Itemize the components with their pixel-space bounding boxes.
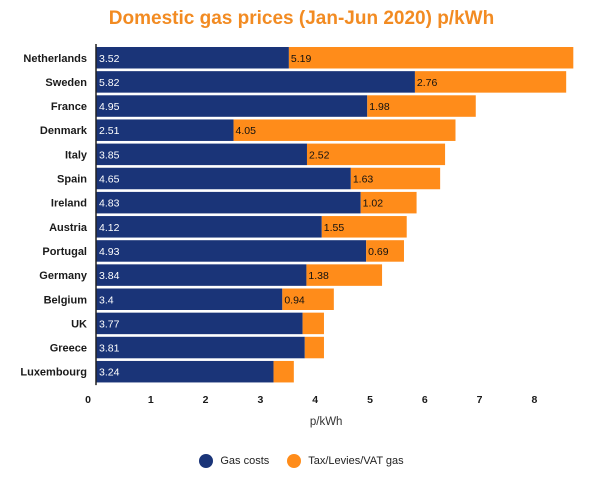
- legend-item-tax[interactable]: Tax/Levies/VAT gas: [287, 454, 404, 468]
- label-gas-austria: 4.12: [99, 222, 120, 234]
- bar-tax-italy: [306, 143, 446, 166]
- bar-gas-italy: [96, 143, 307, 166]
- bar-tax-germany: [306, 264, 383, 286]
- x-tick-0: 0: [85, 394, 91, 406]
- bar-gas-uk: [96, 312, 303, 335]
- category-label-portugal: Portugal: [42, 246, 87, 258]
- category-label-sweden: Sweden: [45, 77, 87, 89]
- label-tax-belgium: 0.94: [284, 294, 305, 306]
- category-label-germany: Germany: [39, 270, 88, 282]
- bar-tax-luxembourg: [273, 360, 294, 383]
- label-gas-greece: 3.81: [99, 343, 120, 355]
- bar-tax-sweden: [414, 71, 567, 93]
- bar-gas-greece: [96, 336, 305, 359]
- bar-tax-greece: [304, 336, 324, 359]
- label-gas-portugal: 4.93: [99, 246, 120, 258]
- bar-tax-denmark: [233, 119, 456, 141]
- bar-gas-spain: [96, 167, 351, 190]
- category-label-austria: Austria: [49, 222, 88, 234]
- label-tax-italy: 2.52: [309, 149, 330, 161]
- x-tick-6: 6: [422, 394, 428, 406]
- label-gas-netherlands: 3.52: [99, 53, 120, 65]
- x-tick-1: 1: [148, 394, 154, 406]
- label-gas-italy: 3.85: [99, 149, 120, 161]
- x-axis-title: p/kWh: [310, 416, 343, 428]
- x-tick-3: 3: [257, 394, 263, 406]
- label-tax-ireland: 1.02: [363, 198, 384, 210]
- label-gas-denmark: 2.51: [99, 125, 120, 137]
- x-tick-2: 2: [203, 394, 209, 406]
- category-label-ireland: Ireland: [51, 198, 87, 210]
- legend-label-tax: Tax/Levies/VAT gas: [308, 455, 404, 467]
- legend-swatch-tax: [287, 454, 302, 468]
- label-tax-netherlands: 5.19: [291, 53, 312, 65]
- category-label-denmark: Denmark: [40, 125, 88, 137]
- bar-tax-portugal: [366, 240, 404, 262]
- bar-gas-france: [96, 95, 368, 117]
- x-tick-4: 4: [312, 394, 318, 406]
- category-label-belgium: Belgium: [44, 294, 88, 306]
- x-tick-5: 5: [367, 394, 373, 406]
- legend-label-gas-costs: Gas costs: [220, 455, 270, 467]
- label-gas-sweden: 5.82: [99, 77, 120, 89]
- bar-tax-netherlands: [288, 47, 574, 69]
- label-tax-spain: 1.63: [353, 174, 374, 186]
- label-gas-uk: 3.77: [99, 318, 120, 330]
- bar-chart: 3.52 5.19 5.82 2.76 4.95 1.98 2.51 4.05 3.85 2.52…: [20, 44, 574, 428]
- x-tick-7: 7: [477, 394, 483, 406]
- bar-tax-uk: [302, 312, 324, 335]
- category-label-greece: Greece: [50, 343, 87, 355]
- label-gas-ireland: 4.83: [99, 198, 120, 210]
- label-gas-germany: 3.84: [99, 270, 120, 282]
- bar-gas-netherlands: [96, 47, 289, 69]
- bar-tax-austria: [321, 216, 407, 238]
- legend-item-gas-costs[interactable]: Gas costs: [199, 454, 269, 468]
- legend: Gas costs Tax/Levies/VAT gas: [0, 454, 603, 468]
- bar-tax-spain: [350, 167, 441, 190]
- bar-gas-ireland: [96, 191, 361, 214]
- bar-tax-ireland: [360, 191, 417, 214]
- label-gas-spain: 4.65: [99, 174, 120, 186]
- bar-gas-germany: [96, 264, 307, 286]
- chart-title: Domestic gas prices (Jan-Jun 2020) p/kWh: [108, 8, 495, 29]
- label-tax-portugal: 0.69: [368, 246, 389, 258]
- bar-tax-belgium: [282, 288, 334, 310]
- label-tax-sweden: 2.76: [417, 77, 438, 89]
- bar-gas-portugal: [96, 240, 367, 262]
- legend-swatch-gas-costs: [199, 454, 214, 468]
- bar-gas-luxembourg: [96, 360, 274, 383]
- label-gas-france: 4.95: [99, 101, 120, 113]
- x-tick-8: 8: [531, 394, 537, 406]
- label-tax-austria: 1.55: [324, 222, 345, 234]
- label-tax-germany: 1.38: [308, 270, 329, 282]
- label-gas-belgium: 3.4: [99, 294, 114, 306]
- category-label-netherlands: Netherlands: [23, 53, 87, 65]
- category-label-luxembourg: Luxembourg: [20, 367, 87, 379]
- bar-gas-denmark: [96, 119, 234, 141]
- bar-gas-belgium: [96, 288, 283, 310]
- label-tax-denmark: 4.05: [236, 125, 257, 137]
- category-label-spain: Spain: [57, 174, 87, 186]
- bar-tax-france: [367, 95, 476, 117]
- bar-gas-sweden: [96, 71, 415, 93]
- label-tax-france: 1.98: [369, 101, 390, 113]
- label-gas-luxembourg: 3.24: [99, 367, 120, 379]
- category-label-uk: UK: [71, 318, 87, 330]
- category-label-france: France: [51, 101, 87, 113]
- category-label-italy: Italy: [65, 149, 88, 161]
- bar-gas-austria: [96, 216, 322, 238]
